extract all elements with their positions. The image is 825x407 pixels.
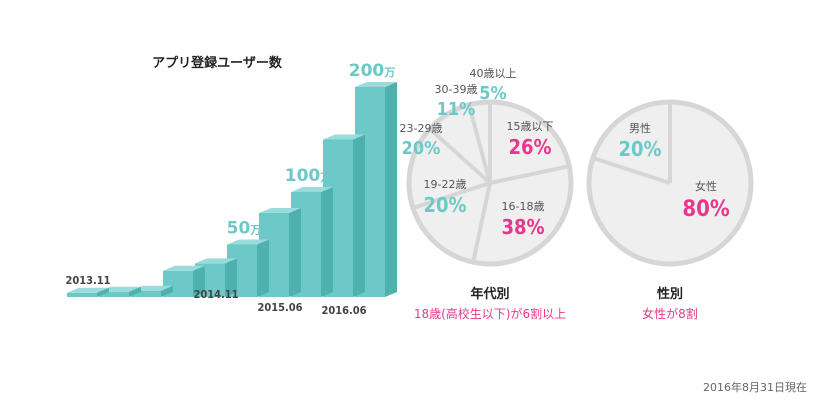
bar-side bbox=[289, 208, 301, 297]
pie-slice-value: 20% bbox=[423, 193, 466, 217]
pie-slice-divider bbox=[489, 164, 570, 185]
pie-slice-label: 男性 20% bbox=[618, 121, 661, 161]
bar bbox=[227, 239, 269, 297]
age-pie-labels: 15歳以下 26% 16-18歳 38% 19-22歳 20% 23-29歳 20% 30-39… bbox=[400, 67, 554, 239]
date-label: 2014.11 bbox=[193, 288, 238, 301]
bar-top bbox=[323, 134, 365, 140]
bar-side bbox=[97, 287, 109, 297]
pie-slice-label: 16-18歳 38% bbox=[501, 200, 544, 239]
bar-front bbox=[67, 292, 97, 297]
bar-front bbox=[131, 290, 161, 297]
bar-value-label: 100万 bbox=[285, 166, 332, 186]
bar bbox=[163, 265, 205, 297]
pie-slice-label: 15歳以下 26% bbox=[507, 120, 554, 159]
pie-slice-value: 38% bbox=[501, 215, 544, 239]
pie-slice-name: 19-22歳 bbox=[424, 178, 467, 191]
pie-slice-divider bbox=[471, 182, 492, 263]
gender-pie-subtitle: 女性が8割 bbox=[642, 306, 698, 321]
pie-slice-name: 15歳以下 bbox=[507, 120, 554, 133]
as-of-date: 2016年8月31日現在 bbox=[703, 381, 807, 394]
pie-slice-name: 女性 bbox=[695, 179, 717, 193]
bar-top bbox=[163, 265, 205, 271]
bar-value-labels: 50万 100万 200万 bbox=[227, 61, 396, 239]
pie-slice-value: 5% bbox=[479, 83, 507, 104]
pie-slice-name: 30-39歳 bbox=[435, 83, 478, 96]
bar bbox=[131, 285, 173, 297]
bar-front bbox=[99, 291, 129, 297]
bar-side bbox=[257, 239, 269, 297]
date-label: 2013.11 bbox=[65, 274, 110, 287]
bar-top bbox=[195, 258, 237, 264]
bar-side bbox=[129, 286, 141, 297]
bar-top bbox=[67, 287, 109, 293]
pie-slice-value: 26% bbox=[508, 135, 551, 159]
pie-slice-label: 40歳以上 5% bbox=[470, 67, 517, 104]
gender-pie-chart: 女性 80% 男性 20% 性別 女性が8割 bbox=[586, 99, 754, 321]
age-pie-subtitle: 18歳(高校生以下)が6割以上 bbox=[414, 306, 566, 321]
bar-side bbox=[321, 187, 333, 297]
pie-slice-divider bbox=[592, 156, 671, 185]
pie-slice-value: 20% bbox=[618, 137, 661, 161]
bar-value-label: 200万 bbox=[349, 61, 396, 81]
pie-slice-name: 40歳以上 bbox=[470, 67, 517, 80]
bar-group bbox=[67, 82, 397, 297]
bar-side bbox=[225, 258, 237, 297]
date-labels: 2013.11 2014.11 2015.06 2016.06 bbox=[65, 274, 366, 317]
pie-slice-label: 30-39歳 11% bbox=[435, 83, 478, 120]
pie-slice-divider bbox=[467, 104, 492, 184]
bar-side bbox=[161, 285, 173, 297]
bar bbox=[99, 286, 141, 297]
pie-slice-label: 23-29歳 20% bbox=[400, 122, 443, 159]
pie-slice-name: 23-29歳 bbox=[400, 122, 443, 135]
pie-slice-name: 男性 bbox=[629, 121, 651, 135]
date-label: 2016.06 bbox=[321, 304, 366, 317]
bar-top bbox=[227, 239, 269, 245]
bar bbox=[67, 287, 109, 297]
age-pie-chart: 15歳以下 26% 16-18歳 38% 19-22歳 20% 23-29歳 20% 30-39… bbox=[400, 67, 574, 321]
pie-slice-name: 16-18歳 bbox=[502, 200, 545, 213]
bar-top bbox=[291, 187, 333, 192]
bar-top bbox=[259, 208, 301, 213]
pie-slice-label: 女性 80% bbox=[682, 179, 730, 222]
bar-side bbox=[385, 82, 397, 297]
gender-pie-title: 性別 bbox=[657, 286, 683, 302]
gender-pie-labels: 女性 80% 男性 20% bbox=[618, 121, 729, 222]
bar-value-label: 50万 bbox=[227, 219, 262, 239]
age-pie-title: 年代別 bbox=[470, 286, 509, 302]
bar-top bbox=[99, 286, 141, 292]
bar-side bbox=[353, 134, 365, 297]
date-label: 2015.06 bbox=[257, 301, 302, 314]
pie-slice-value: 20% bbox=[402, 138, 441, 159]
bar-side bbox=[193, 265, 205, 297]
gender-pie bbox=[586, 99, 754, 267]
bar-top bbox=[131, 285, 173, 291]
pie-slice-value: 80% bbox=[682, 197, 730, 222]
age-pie bbox=[406, 99, 574, 267]
pie-slice-divider bbox=[428, 127, 492, 185]
pie-slice-label: 19-22歳 20% bbox=[423, 178, 466, 217]
pie-slice-divider bbox=[412, 181, 491, 210]
bar-chart-title: アプリ登録ユーザー数 bbox=[152, 55, 283, 71]
pie-slice-value: 11% bbox=[437, 99, 476, 120]
bar-top bbox=[355, 82, 397, 87]
